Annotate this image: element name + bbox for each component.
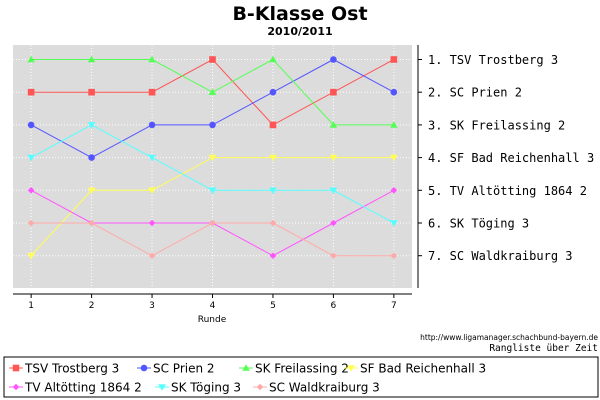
x-axis-label: Runde [198, 315, 227, 325]
data-point [148, 252, 156, 259]
data-point [329, 154, 338, 162]
x-tick-label: 6 [331, 301, 337, 311]
data-point [390, 220, 398, 227]
data-point [87, 55, 96, 63]
data-point [208, 187, 217, 195]
data-point [148, 55, 156, 63]
x-tick-label: 5 [270, 301, 276, 311]
rank-label: 6. SK Töging 3 [428, 217, 529, 231]
data-point [269, 252, 277, 259]
x-tick-label: 1 [28, 301, 34, 311]
data-point [390, 56, 398, 63]
rank-label: 2. SC Prien 2 [428, 86, 522, 100]
data-point [27, 121, 35, 129]
legend-label: SK Freilassing 2 [255, 362, 349, 376]
data-point [88, 154, 95, 161]
legend-item: SF Bad Reichenhall 3 [344, 362, 486, 376]
chart-title: B-Klasse Ost [232, 3, 367, 25]
data-point [27, 187, 35, 194]
legend-label: TSV Trostberg 3 [24, 362, 119, 376]
data-point [330, 219, 337, 227]
data-point [208, 154, 217, 162]
source-url: http://www.ligamanager.schachbund-bayern… [420, 333, 598, 342]
data-point [148, 88, 156, 96]
rank-label: 1. TSV Trostberg 3 [428, 53, 558, 67]
rank-label: 3. SK Freilassing 2 [428, 118, 565, 132]
series [27, 55, 398, 128]
data-point [390, 154, 398, 162]
legend-item: SK Töging 3 [155, 381, 241, 395]
data-point [148, 219, 156, 227]
x-tick-label: 3 [149, 301, 155, 311]
data-point [87, 122, 96, 129]
series [27, 154, 398, 260]
legend-label: TV Altötting 1864 2 [24, 381, 142, 395]
legend-swatch-marker [347, 365, 355, 372]
legend-items: TSV Trostberg 3 SC Prien 2 SK Freilassing … [9, 362, 486, 395]
data-point [88, 88, 95, 96]
data-point [269, 88, 277, 96]
legend-item: SC Prien 2 [137, 362, 215, 376]
legend [3, 356, 599, 398]
data-point [209, 219, 216, 227]
series-layer [27, 55, 398, 260]
x-tick-label: 7 [391, 301, 397, 311]
data-point [27, 219, 35, 227]
data-point [269, 55, 277, 63]
data-point [27, 252, 35, 260]
legend-swatch-marker [256, 383, 264, 391]
series [27, 56, 398, 161]
data-point [269, 219, 277, 227]
data-point [209, 56, 216, 63]
chart-caption: Rangliste über Zeit [489, 343, 598, 354]
data-point [148, 187, 156, 195]
data-point [208, 88, 217, 95]
x-tick-label: 2 [89, 301, 95, 311]
legend-item: TSV Trostberg 3 [9, 362, 119, 376]
data-point [27, 88, 35, 96]
legend-item: SK Freilassing 2 [239, 362, 349, 376]
data-point [269, 187, 277, 195]
legend-swatch-marker [12, 364, 20, 372]
data-point [329, 187, 338, 195]
data-point [330, 252, 337, 259]
data-point [269, 121, 277, 129]
data-point [390, 252, 398, 259]
data-point [390, 121, 398, 128]
data-point [390, 187, 398, 194]
legend-swatch-marker [12, 383, 20, 391]
axes: 1 2 3 4 5 6 7 [13, 45, 422, 311]
rank-label: 4. SF Bad Reichenhall 3 [428, 151, 594, 165]
legend-label: SC Prien 2 [153, 362, 215, 376]
data-point [87, 187, 96, 195]
data-point [390, 88, 398, 96]
chart-subtitle: 2010/2011 [267, 25, 332, 38]
data-point [329, 121, 338, 128]
data-point [148, 121, 156, 129]
data-point [269, 154, 277, 162]
data-point [209, 121, 216, 129]
legend-item: SC Waldkraiburg 3 [253, 381, 380, 395]
series [27, 56, 398, 129]
data-point [330, 88, 337, 96]
series [27, 219, 398, 259]
legend-item: TV Altötting 1864 2 [9, 381, 142, 395]
x-tick-label: 4 [210, 301, 216, 311]
data-point [27, 55, 35, 63]
data-point [148, 154, 156, 162]
series [27, 122, 398, 227]
data-point [330, 56, 337, 63]
legend-label: SF Bad Reichenhall 3 [360, 362, 486, 376]
legend-swatch-marker [140, 364, 148, 372]
legend-label: SC Waldkraiburg 3 [269, 381, 380, 395]
data-point [27, 154, 35, 162]
rank-labels: 1. TSV Trostberg 3 2. SC Prien 2 3. SK Fre… [428, 53, 594, 263]
rank-label: 7. SC Waldkraiburg 3 [428, 249, 573, 263]
legend-label: SK Töging 3 [171, 381, 241, 395]
legend-swatch-marker [158, 384, 166, 391]
rank-label: 5. TV Altötting 1864 2 [428, 184, 587, 198]
legend-swatch-marker [242, 364, 250, 371]
data-point [88, 219, 95, 227]
